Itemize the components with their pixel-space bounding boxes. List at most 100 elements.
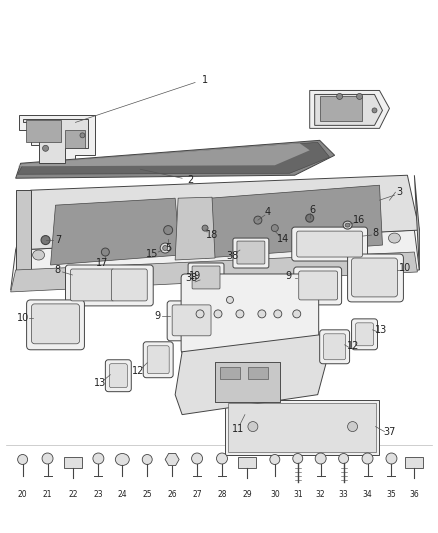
Ellipse shape: [196, 310, 204, 318]
Ellipse shape: [389, 233, 400, 243]
FancyBboxPatch shape: [167, 301, 215, 341]
Ellipse shape: [42, 453, 53, 464]
Polygon shape: [16, 175, 419, 250]
Text: 10: 10: [17, 313, 29, 323]
Text: 24: 24: [117, 490, 127, 499]
Text: 23: 23: [94, 490, 103, 499]
Bar: [406, 456, 424, 469]
FancyBboxPatch shape: [192, 266, 220, 289]
Ellipse shape: [164, 225, 173, 235]
Ellipse shape: [386, 453, 397, 464]
Polygon shape: [18, 142, 330, 174]
Text: 35: 35: [387, 490, 396, 499]
Polygon shape: [16, 190, 31, 290]
Polygon shape: [165, 454, 179, 465]
Text: 9: 9: [154, 311, 160, 321]
Polygon shape: [314, 94, 382, 125]
Bar: [238, 456, 256, 469]
FancyBboxPatch shape: [299, 271, 338, 300]
Bar: [215, 362, 280, 402]
FancyBboxPatch shape: [172, 305, 211, 336]
Ellipse shape: [270, 455, 280, 464]
Ellipse shape: [271, 224, 278, 232]
Text: 32: 32: [316, 490, 325, 499]
FancyBboxPatch shape: [233, 238, 269, 268]
Text: 27: 27: [192, 490, 202, 499]
Text: 37: 37: [383, 426, 396, 437]
Text: 3: 3: [396, 187, 403, 197]
Ellipse shape: [191, 453, 202, 464]
FancyBboxPatch shape: [356, 323, 374, 346]
Text: 7: 7: [55, 235, 62, 245]
Text: 1: 1: [202, 76, 208, 85]
FancyBboxPatch shape: [106, 360, 131, 392]
Text: 4: 4: [265, 207, 271, 217]
FancyBboxPatch shape: [297, 231, 363, 257]
Text: 12: 12: [347, 341, 360, 351]
FancyBboxPatch shape: [320, 330, 350, 364]
FancyBboxPatch shape: [143, 342, 173, 378]
Bar: [248, 367, 268, 379]
Ellipse shape: [254, 216, 262, 224]
Text: 8: 8: [372, 228, 378, 238]
Text: 38: 38: [185, 273, 197, 283]
Polygon shape: [18, 143, 310, 166]
Text: 5: 5: [165, 243, 171, 253]
Polygon shape: [16, 140, 335, 178]
Text: 20: 20: [18, 490, 28, 499]
Ellipse shape: [160, 243, 170, 253]
Ellipse shape: [226, 296, 233, 303]
FancyBboxPatch shape: [188, 263, 224, 293]
FancyBboxPatch shape: [292, 227, 367, 261]
Text: 15: 15: [146, 249, 159, 259]
Text: 28: 28: [217, 490, 227, 499]
Bar: [215, 362, 280, 402]
Polygon shape: [205, 185, 382, 258]
FancyBboxPatch shape: [71, 269, 114, 301]
Ellipse shape: [93, 453, 104, 464]
Text: 13: 13: [94, 378, 106, 387]
Ellipse shape: [214, 310, 222, 318]
Ellipse shape: [345, 223, 350, 227]
Bar: [225, 400, 379, 455]
FancyBboxPatch shape: [352, 319, 378, 350]
Bar: [25, 120, 60, 142]
Text: 19: 19: [189, 271, 201, 281]
Ellipse shape: [142, 455, 152, 464]
Ellipse shape: [306, 214, 314, 222]
Ellipse shape: [162, 246, 168, 251]
Text: 26: 26: [167, 490, 177, 499]
Text: 25: 25: [142, 490, 152, 499]
Ellipse shape: [32, 250, 45, 260]
Polygon shape: [11, 252, 417, 292]
Bar: [64, 456, 82, 469]
Ellipse shape: [357, 93, 363, 100]
Text: 22: 22: [69, 490, 78, 499]
Bar: [66, 131, 85, 148]
FancyBboxPatch shape: [111, 269, 147, 301]
Polygon shape: [50, 198, 180, 265]
Text: 16: 16: [353, 215, 366, 225]
FancyBboxPatch shape: [32, 304, 79, 344]
Text: 33: 33: [339, 490, 349, 499]
FancyBboxPatch shape: [110, 364, 127, 387]
Ellipse shape: [115, 454, 129, 465]
Polygon shape: [11, 230, 419, 290]
Polygon shape: [19, 116, 95, 170]
Bar: [320, 96, 361, 122]
FancyBboxPatch shape: [147, 346, 169, 374]
Ellipse shape: [293, 454, 303, 464]
FancyBboxPatch shape: [348, 254, 403, 302]
Ellipse shape: [293, 310, 301, 318]
Ellipse shape: [339, 454, 349, 464]
Ellipse shape: [315, 453, 326, 464]
Text: 9: 9: [286, 271, 292, 281]
Text: 38: 38: [226, 251, 238, 261]
Text: 11: 11: [232, 424, 244, 433]
Text: 10: 10: [399, 263, 412, 273]
FancyBboxPatch shape: [27, 300, 85, 350]
Text: 30: 30: [270, 490, 280, 499]
Ellipse shape: [258, 310, 266, 318]
Text: 2: 2: [187, 175, 193, 185]
Text: 31: 31: [293, 490, 303, 499]
